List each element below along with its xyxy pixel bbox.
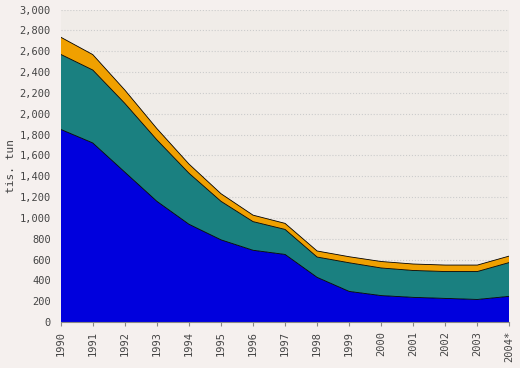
Y-axis label: tis. tun: tis. tun [6, 139, 16, 193]
